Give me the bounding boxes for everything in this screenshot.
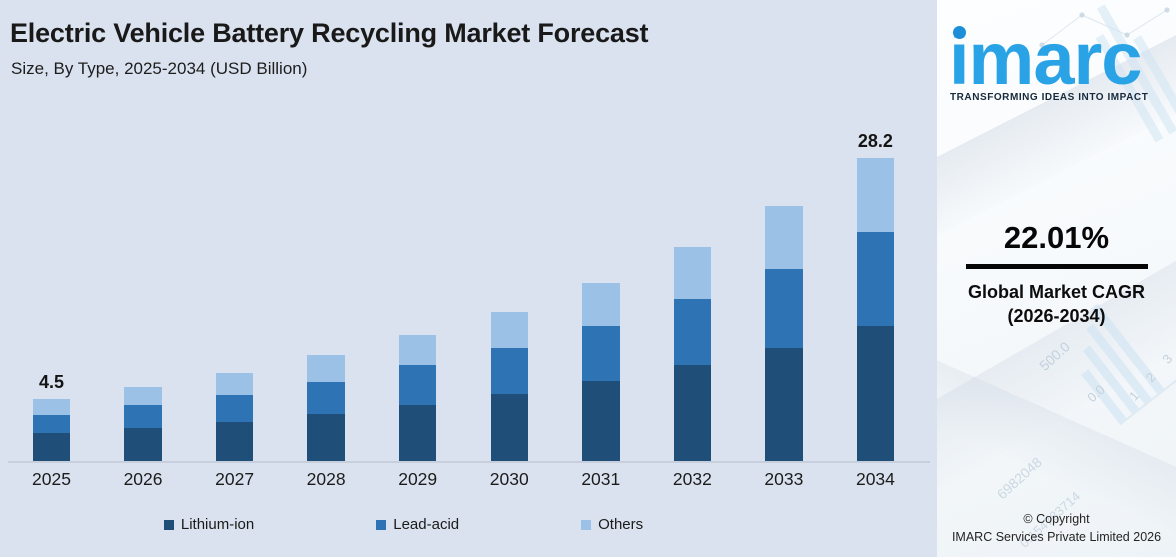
imarc-logo: imarc TRANSFORMING IDEAS INTO IMPACT	[947, 0, 1167, 110]
bar-segment-2028-lithium-ion	[307, 414, 345, 461]
x-axis-label-2032: 2032	[672, 469, 712, 489]
imarc-wordmark: imarc	[949, 17, 1142, 100]
bar-total-label-2034: 28.2	[857, 131, 893, 151]
bar-segment-2033-lead-acid	[765, 269, 803, 348]
bar-segment-2034-lithium-ion	[856, 326, 895, 461]
chart-area: Electric Vehicle Battery Recycling Marke…	[0, 0, 937, 557]
bar-segment-2028-lead-acid	[307, 382, 345, 414]
bar-segment-2025-lead-acid	[32, 415, 71, 433]
copyright-line1: © Copyright	[1023, 511, 1090, 526]
bar-segment-2026-lead-acid	[124, 405, 162, 428]
bar-segment-2029-others	[398, 335, 437, 365]
bar-segment-2030-lead-acid	[490, 348, 528, 394]
logo-tagline: TRANSFORMING IDEAS INTO IMPACT	[950, 92, 1149, 103]
x-axis-label-2034: 2034	[855, 469, 895, 489]
chart-subtitle: Size, By Type, 2025-2034 (USD Billion)	[11, 59, 308, 78]
brand-panel: 500.0 0.0 1 2 3 4 6982048 0.154783714 im…	[937, 0, 1176, 557]
cagr-underline	[965, 263, 1148, 269]
legend-label: Lithium-ion	[180, 516, 255, 533]
bar-total-label-2025: 4.5	[38, 372, 65, 392]
x-axis-label-2033: 2033	[764, 469, 804, 489]
bar-segment-2030-lithium-ion	[490, 394, 528, 461]
legend-swatch-icon	[581, 519, 592, 530]
bar-segment-2034-others	[856, 158, 895, 232]
bar-segment-2029-lead-acid	[398, 365, 437, 405]
bar-segment-2027-lithium-ion	[215, 422, 254, 461]
x-axis-label-2030: 2030	[489, 469, 529, 489]
stacked-bar-plot: 2025 4.5 2026 2027 2028 2029 2030 2031 2032 2033 2…	[32, 131, 895, 489]
bar-segment-2032-lead-acid	[673, 299, 712, 365]
legend-label: Lead-acid	[393, 516, 460, 533]
cagr-period: (2026-2034)	[1007, 305, 1106, 326]
cagr-block: 22.01% Global Market CAGR (2026-2034)	[937, 220, 1176, 327]
bar-segment-2025-others	[32, 399, 71, 415]
cagr-value: 22.01%	[1003, 220, 1110, 255]
bar-segment-2031-lithium-ion	[582, 381, 620, 461]
bar-segment-2029-lithium-ion	[398, 405, 437, 461]
bar-segment-2026-others	[124, 387, 162, 405]
legend-item-others: Others	[581, 516, 643, 533]
bar-segment-2027-lead-acid	[215, 395, 254, 422]
chart-legend: Lithium-ion Lead-acid Others	[0, 516, 937, 533]
bar-segment-2034-lead-acid	[856, 232, 895, 326]
legend-swatch-icon	[163, 519, 174, 530]
bar-segment-2032-lithium-ion	[673, 365, 712, 461]
legend-swatch-icon	[376, 519, 387, 530]
bar-segment-2033-lithium-ion	[765, 348, 803, 461]
bar-segment-2026-lithium-ion	[124, 428, 162, 461]
bar-segment-2031-others	[582, 283, 620, 326]
bar-segment-2028-others	[307, 355, 345, 382]
network-dots-decoration	[1039, 7, 1170, 48]
copyright-note: © Copyright IMARC Services Private Limit…	[937, 510, 1176, 546]
bar-segment-2032-others	[673, 247, 712, 299]
bar-segment-2031-lead-acid	[582, 326, 620, 381]
x-axis-line	[8, 461, 930, 463]
x-axis-label-2029: 2029	[398, 469, 438, 489]
legend-item-lead-acid: Lead-acid	[376, 516, 459, 533]
page-title: Electric Vehicle Battery Recycling Marke…	[10, 18, 649, 48]
copyright-line2: IMARC Services Private Limited 2026	[951, 529, 1162, 544]
x-axis-label-2025: 2025	[32, 469, 71, 489]
bar-segment-2027-others	[215, 373, 254, 395]
bar-segment-2030-others	[490, 312, 528, 348]
bar-segment-2033-others	[765, 206, 803, 269]
x-axis-label-2026: 2026	[123, 469, 163, 489]
cagr-label: Global Market CAGR	[967, 281, 1146, 302]
legend-label: Others	[598, 516, 644, 533]
legend-item-lithium-ion: Lithium-ion	[163, 516, 255, 533]
bar-segment-2025-lithium-ion	[32, 433, 71, 461]
x-axis-label-2031: 2031	[581, 469, 621, 489]
logo-dot-icon	[953, 26, 966, 39]
x-axis-label-2027: 2027	[215, 469, 255, 489]
x-axis-label-2028: 2028	[306, 469, 346, 489]
